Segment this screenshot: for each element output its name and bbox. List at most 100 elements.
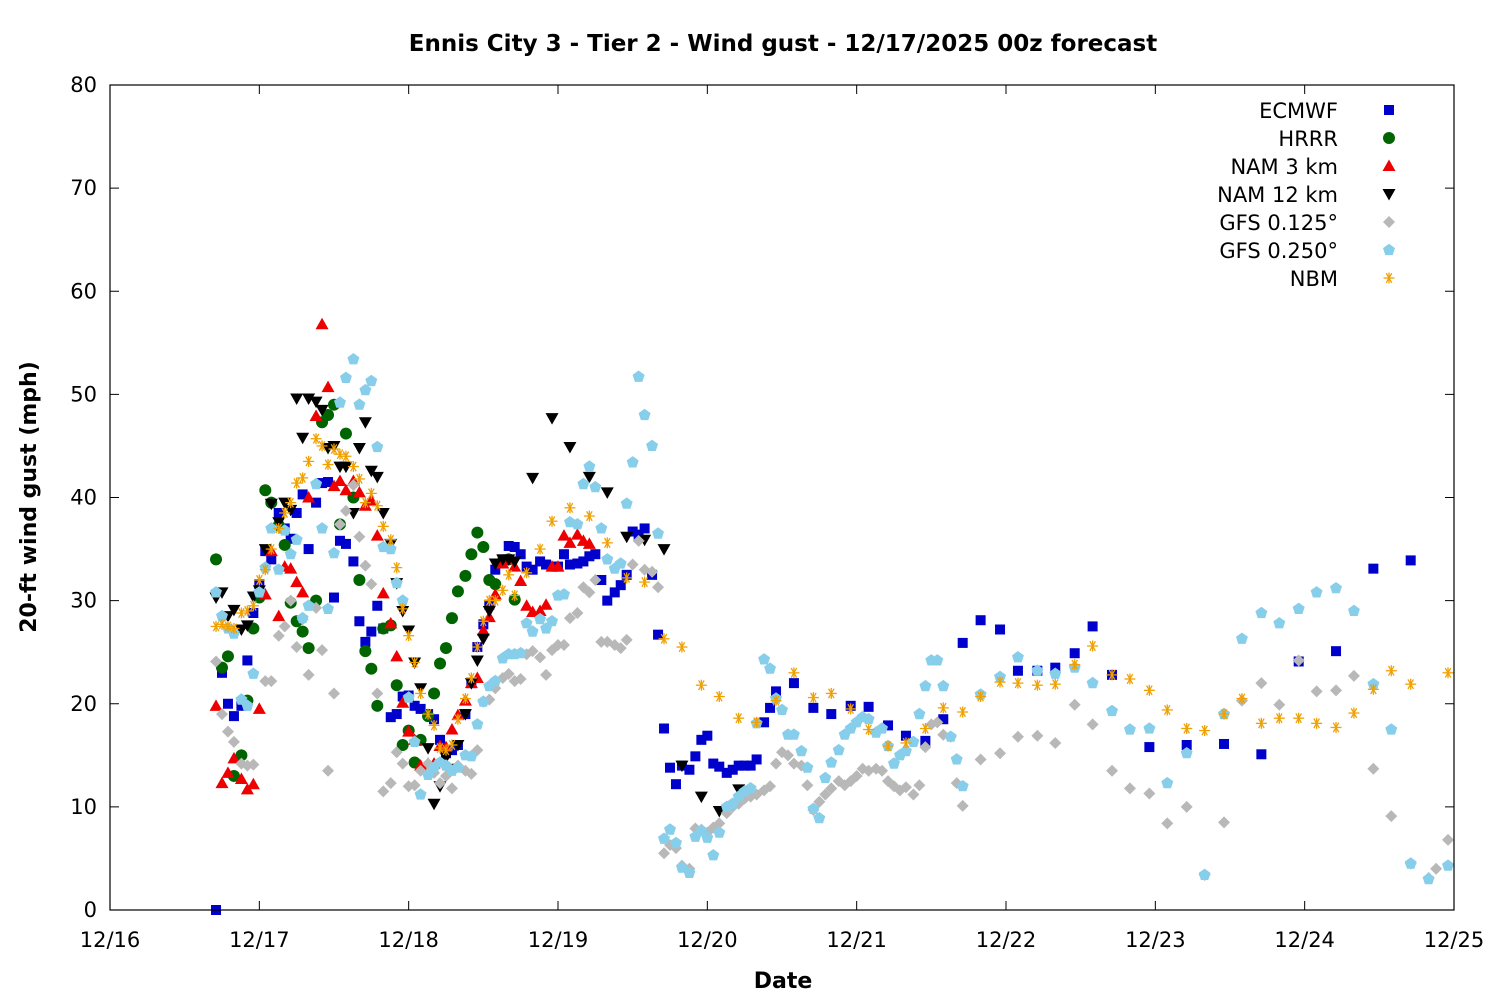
y-tick-label: 0 xyxy=(84,898,97,922)
data-point xyxy=(1012,665,1023,676)
data-point xyxy=(316,440,328,452)
data-point xyxy=(503,569,515,581)
data-point xyxy=(488,558,502,570)
data-point xyxy=(638,408,651,421)
data-point xyxy=(377,785,390,798)
data-point xyxy=(900,730,911,741)
data-point xyxy=(758,653,771,665)
legend-marker xyxy=(1382,159,1396,171)
data-point xyxy=(352,485,366,498)
data-point xyxy=(770,695,782,707)
data-point xyxy=(882,740,894,752)
data-point xyxy=(1273,712,1285,724)
data-point xyxy=(899,781,912,794)
data-point xyxy=(764,662,776,674)
data-point xyxy=(994,670,1006,682)
legend-label: NAM 3 km xyxy=(1230,155,1338,179)
data-point xyxy=(771,686,782,697)
data-point xyxy=(764,780,777,793)
data-point xyxy=(278,538,291,551)
data-point xyxy=(390,649,404,662)
legend-label: NAM 12 km xyxy=(1217,183,1338,207)
x-tick-label: 12/19 xyxy=(528,928,589,952)
data-point xyxy=(333,518,346,531)
data-point xyxy=(652,581,665,594)
data-point xyxy=(403,630,415,642)
data-point xyxy=(657,544,671,556)
data-point xyxy=(365,662,378,675)
data-point xyxy=(974,753,987,766)
data-point xyxy=(1292,602,1305,614)
data-point xyxy=(258,544,272,556)
data-point xyxy=(1049,667,1062,679)
data-point xyxy=(564,559,575,570)
data-point xyxy=(509,589,521,601)
data-point xyxy=(583,510,595,522)
data-point xyxy=(1144,742,1155,753)
y-tick-label: 50 xyxy=(70,382,97,406)
x-tick-label: 12/20 xyxy=(677,928,738,952)
data-point xyxy=(684,764,695,775)
data-point xyxy=(353,398,366,410)
data-point xyxy=(428,687,441,700)
data-point xyxy=(317,478,328,489)
data-point xyxy=(234,624,248,636)
data-point xyxy=(291,507,302,518)
data-point xyxy=(601,537,613,549)
data-point xyxy=(675,760,689,773)
data-point xyxy=(359,497,371,509)
y-tick-label: 30 xyxy=(70,589,97,613)
data-point xyxy=(690,751,701,762)
data-point xyxy=(620,497,633,509)
data-point xyxy=(1031,664,1044,676)
data-point xyxy=(371,440,384,453)
data-point xyxy=(994,676,1006,688)
data-point xyxy=(876,764,889,777)
data-point xyxy=(370,471,384,484)
data-point xyxy=(235,749,248,762)
data-point xyxy=(1273,617,1286,629)
data-point xyxy=(216,661,228,674)
data-point xyxy=(919,679,932,692)
data-point xyxy=(514,646,527,659)
data-point xyxy=(563,536,577,548)
data-point xyxy=(328,687,340,700)
data-point xyxy=(471,526,484,539)
data-point xyxy=(1069,648,1080,659)
data-point xyxy=(1106,704,1118,717)
data-point xyxy=(632,534,645,547)
data-point xyxy=(1255,717,1267,729)
data-point xyxy=(1330,721,1342,733)
data-point xyxy=(615,580,626,591)
data-point xyxy=(422,708,434,720)
data-point xyxy=(919,741,932,754)
data-point xyxy=(776,703,788,715)
data-point xyxy=(489,674,502,687)
data-point xyxy=(1442,859,1454,871)
data-point xyxy=(825,687,837,699)
data-point xyxy=(826,709,837,720)
data-point xyxy=(633,529,644,540)
x-tick-label: 12/22 xyxy=(976,928,1037,952)
data-point xyxy=(832,743,845,756)
data-point xyxy=(514,574,528,587)
data-point xyxy=(1348,604,1360,616)
data-point xyxy=(359,559,372,572)
data-point xyxy=(259,564,271,576)
data-point xyxy=(1069,659,1081,671)
data-point xyxy=(1180,747,1193,759)
data-point xyxy=(333,474,347,486)
data-point xyxy=(429,714,440,725)
data-point xyxy=(1385,665,1397,677)
data-point xyxy=(527,564,538,575)
y-tick-label: 40 xyxy=(70,486,97,510)
data-point xyxy=(1181,740,1192,750)
data-point xyxy=(807,802,820,814)
data-point xyxy=(589,480,602,493)
data-point xyxy=(995,624,1006,635)
data-point xyxy=(434,742,446,754)
data-point xyxy=(1012,651,1024,663)
y-tick-label: 80 xyxy=(70,73,97,97)
data-point xyxy=(396,739,409,751)
